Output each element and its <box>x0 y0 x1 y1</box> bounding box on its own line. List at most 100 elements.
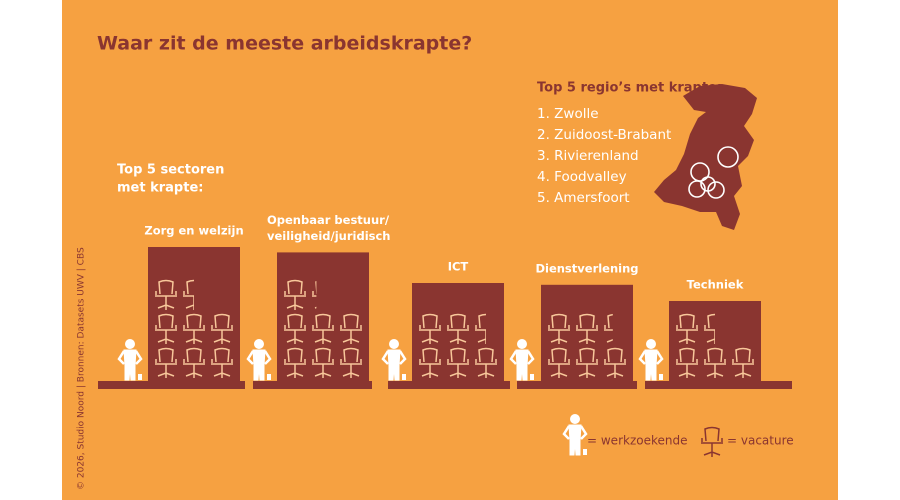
region-item: 5. Amersfoort <box>537 190 630 206</box>
chair-base <box>734 364 752 378</box>
chair-icon <box>211 347 233 378</box>
body <box>515 349 529 381</box>
chair-back <box>287 313 303 329</box>
arms <box>638 350 664 365</box>
sector-label: Openbaar bestuur/ <box>267 213 390 227</box>
chair-icon <box>548 347 570 378</box>
body <box>123 349 137 381</box>
chair-back <box>579 313 595 329</box>
chair-back <box>343 347 359 363</box>
chair-base <box>550 330 568 344</box>
region-item: 1. Zwolle <box>537 106 599 122</box>
region-item: 2. Zuidoost-Brabant <box>537 127 671 143</box>
chair-base <box>157 330 175 344</box>
chair-back <box>158 313 174 329</box>
chair-icon <box>284 279 306 310</box>
chair-seat <box>475 325 486 331</box>
chair-back <box>579 347 595 363</box>
chair-base <box>678 364 696 378</box>
chair-base <box>706 364 724 378</box>
chair-icon <box>155 347 177 378</box>
person-icon <box>246 339 272 381</box>
chair-icon <box>312 281 317 309</box>
chair-back <box>707 313 715 329</box>
sector-box <box>277 252 369 382</box>
chair-back <box>478 347 494 363</box>
chair-icon <box>676 313 698 344</box>
chair-base <box>157 296 175 310</box>
chair-base <box>578 330 596 344</box>
chair-icon <box>576 313 598 344</box>
chair-icon <box>183 313 205 344</box>
chair-icon <box>284 313 306 344</box>
region-item: 3. Rivierenland <box>537 148 639 164</box>
chair-base <box>449 364 467 378</box>
head <box>517 339 527 349</box>
chair-icon <box>211 313 233 344</box>
head <box>389 339 399 349</box>
bag <box>138 374 142 380</box>
body <box>387 349 401 381</box>
chair-back <box>450 313 466 329</box>
chair-back <box>422 313 438 329</box>
chair-base <box>421 364 439 378</box>
head <box>570 414 580 424</box>
person-icon <box>562 414 588 456</box>
chair-icon <box>576 347 598 378</box>
map <box>654 84 757 230</box>
head <box>125 339 135 349</box>
chair-base <box>157 364 175 378</box>
chair-seat <box>312 291 317 297</box>
chair-base <box>703 443 721 457</box>
arms <box>117 350 143 365</box>
sectors-heading: met krapte: <box>117 181 203 196</box>
arms <box>381 350 407 365</box>
chair-icon <box>340 347 362 378</box>
chair-back <box>287 279 303 295</box>
chair-back <box>186 279 194 295</box>
sector-label: ICT <box>448 260 469 274</box>
person-icon <box>638 339 664 381</box>
sector-label: Dienstverlening <box>535 261 638 275</box>
person-icon <box>381 339 407 381</box>
bag <box>530 374 534 380</box>
floor <box>517 381 637 389</box>
chair-icon <box>447 347 469 378</box>
chair-back <box>315 281 317 295</box>
chair-icon <box>548 313 570 344</box>
sector-label: veiligheid/juridisch <box>267 229 390 243</box>
chair-back <box>607 313 613 329</box>
chair-back <box>343 313 359 329</box>
chair-back <box>450 347 466 363</box>
chair-icon <box>704 313 715 344</box>
chair-base <box>606 364 624 378</box>
chair-icon <box>604 313 613 343</box>
chair-back <box>214 347 230 363</box>
chair-icon <box>704 347 726 378</box>
chair-base <box>421 330 439 344</box>
chair-base <box>286 364 304 378</box>
body <box>644 349 658 381</box>
chair-icon <box>604 347 626 378</box>
sector-label: Zorg en welzijn <box>144 224 243 238</box>
chair-base <box>578 364 596 378</box>
chair-base <box>213 330 231 344</box>
chair-base <box>185 296 194 310</box>
sectors-heading: Top 5 sectoren <box>117 163 224 178</box>
head <box>646 339 656 349</box>
chair-back <box>214 313 230 329</box>
chair-back <box>315 313 331 329</box>
chair-icon <box>183 347 205 378</box>
legend-werkzoekende: = werkzoekende <box>587 434 687 448</box>
credit: © 2026, Studio Noord | Bronnen: Datasets… <box>77 247 87 490</box>
chair-base <box>185 330 203 344</box>
floor <box>98 381 245 389</box>
chair-base <box>286 330 304 344</box>
chair-back <box>679 347 695 363</box>
chair-icon <box>183 279 194 310</box>
chair-icon <box>475 313 486 344</box>
arms <box>562 425 588 440</box>
chair-icon <box>312 347 334 378</box>
arms <box>246 350 272 365</box>
